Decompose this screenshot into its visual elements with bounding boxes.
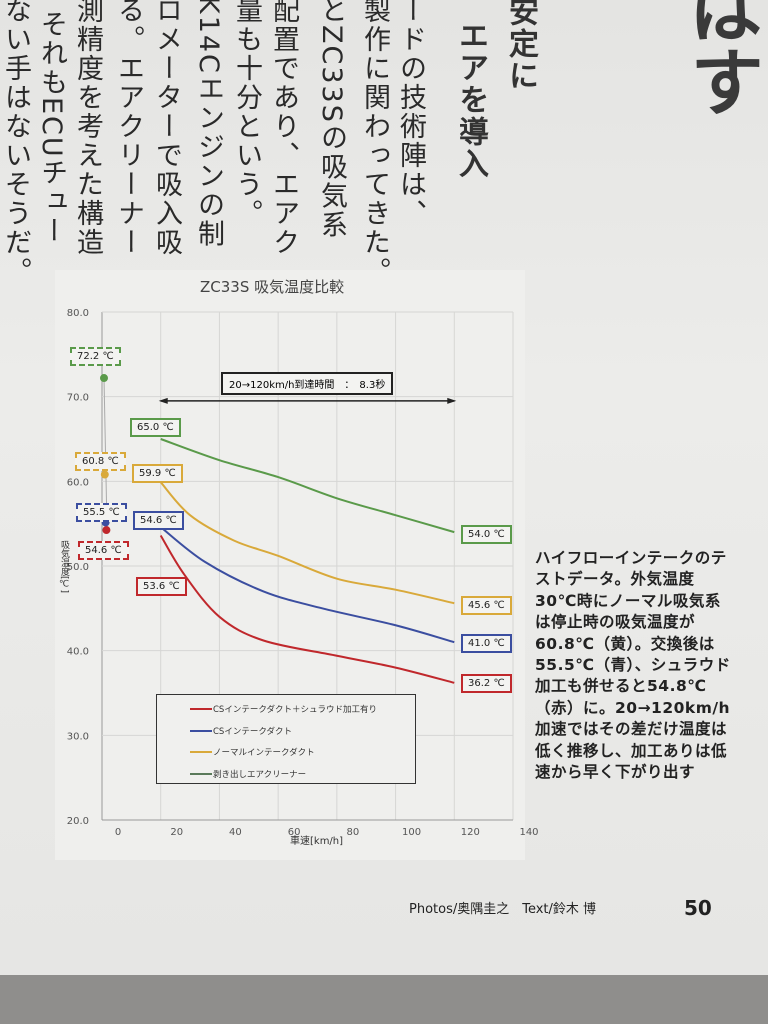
body-column: 測精度を考えた構造 xyxy=(72,0,103,257)
y-tick-label: 30.0 xyxy=(67,731,89,742)
y-tick-label: 70.0 xyxy=(67,393,89,404)
end-label-red: 36.2 ℃ xyxy=(461,674,512,693)
figure-caption: ハイフローインテークのテストデータ。外気温度30℃時にノーマル吸気系は停止時の吸… xyxy=(535,549,731,782)
legend-label: ノーマルインテークダクト xyxy=(213,748,315,758)
body-column: ない手はないそうだ。 xyxy=(0,0,31,286)
start-label-green: 65.0 ℃ xyxy=(130,418,181,437)
idle-label-blue: 55.5 ℃ xyxy=(76,503,127,522)
idle-label-yellow: 60.8 ℃ xyxy=(75,452,126,471)
start-label-blue: 54.6 ℃ xyxy=(133,511,184,530)
idle-label-red: 54.6 ℃ xyxy=(78,541,129,560)
end-label-green: 54.0 ℃ xyxy=(461,525,512,544)
y-axis-label: 吸気温度[℃] xyxy=(59,540,69,594)
headline-line: エアを導入 xyxy=(453,20,488,180)
headline-large: ばす xyxy=(678,0,764,118)
arrow-head-left xyxy=(158,397,168,404)
acceleration-time-annotation: 20→120km/h到達時間 ： 8.3秒 xyxy=(221,372,394,395)
legend-label: CSインテークダクト xyxy=(213,727,292,737)
x-tick-label: 120 xyxy=(461,827,480,838)
body-column: 量も十分という。 xyxy=(231,0,262,228)
body-column: ロメーターで吸入吸 xyxy=(151,0,182,257)
photo-text-credits: Photos/奥隅圭之 Text/鈴木 博 xyxy=(409,902,597,917)
body-column: る。エアクリーナー xyxy=(113,0,144,257)
legend-swatch xyxy=(190,708,212,710)
y-tick-label: 40.0 xyxy=(67,647,89,658)
legend-label: CSインテークダクト＋シュラウド加工有り xyxy=(213,705,377,715)
x-axis-label: 車速[km/h] xyxy=(290,836,344,847)
end-label-blue: 41.0 ℃ xyxy=(461,634,512,653)
y-tick-label: 80.0 xyxy=(67,308,89,319)
x-tick-label: 80 xyxy=(346,827,359,838)
series-line xyxy=(160,526,455,644)
legend-item: 剥き出しエアクリーナー xyxy=(190,768,306,780)
series-line xyxy=(159,535,455,684)
chart-legend: CSインテークダクト＋シュラウド加工有り CSインテークダクト ノーマルインテー… xyxy=(156,694,416,784)
idle-point xyxy=(100,374,108,383)
x-tick-label: 140 xyxy=(519,827,538,838)
page-number: 50 xyxy=(684,896,712,920)
x-tick-label: 60 xyxy=(288,827,301,838)
y-tick-label: 50.0 xyxy=(67,562,89,573)
start-label-yellow: 59.9 ℃ xyxy=(132,464,183,483)
y-tick-label: 20.0 xyxy=(67,816,89,827)
end-label-yellow: 45.6 ℃ xyxy=(461,596,512,615)
legend-item: CSインテークダクト xyxy=(190,725,292,737)
body-column: K14Cエンジンの制 xyxy=(193,0,224,249)
x-tick-label: 20 xyxy=(170,827,183,838)
x-tick-label: 0 xyxy=(115,827,121,838)
legend-swatch xyxy=(190,730,212,732)
series-line xyxy=(159,481,455,605)
idle-point xyxy=(102,526,111,535)
legend-swatch xyxy=(190,773,212,775)
body-column: ードの技術陣は、 xyxy=(395,0,426,228)
legend-label: 剥き出しエアクリーナー xyxy=(213,770,307,780)
x-tick-label: 100 xyxy=(402,827,421,838)
arrow-head-right xyxy=(447,397,457,404)
headline-line: 安定に xyxy=(503,0,538,92)
chart-title: ZC33S 吸気温度比較 xyxy=(200,278,345,296)
start-label-red: 53.6 ℃ xyxy=(136,577,187,596)
body-column: 配置であり、エアク xyxy=(268,0,299,257)
body-column: 製作に関わってきた。 xyxy=(359,0,390,286)
series-line xyxy=(160,438,455,534)
legend-swatch xyxy=(190,751,212,753)
idle-label-green: 72.2 ℃ xyxy=(70,347,121,366)
x-tick-label: 40 xyxy=(229,827,242,838)
legend-item: CSインテークダクト＋シュラウド加工有り xyxy=(190,703,377,715)
body-column: それもECUチュー xyxy=(36,10,67,246)
y-tick-label: 60.0 xyxy=(67,477,89,488)
legend-item: ノーマルインテークダクト xyxy=(190,746,315,758)
body-column: とZC33Sの吸気系 xyxy=(316,0,347,240)
idle-point xyxy=(100,470,109,479)
